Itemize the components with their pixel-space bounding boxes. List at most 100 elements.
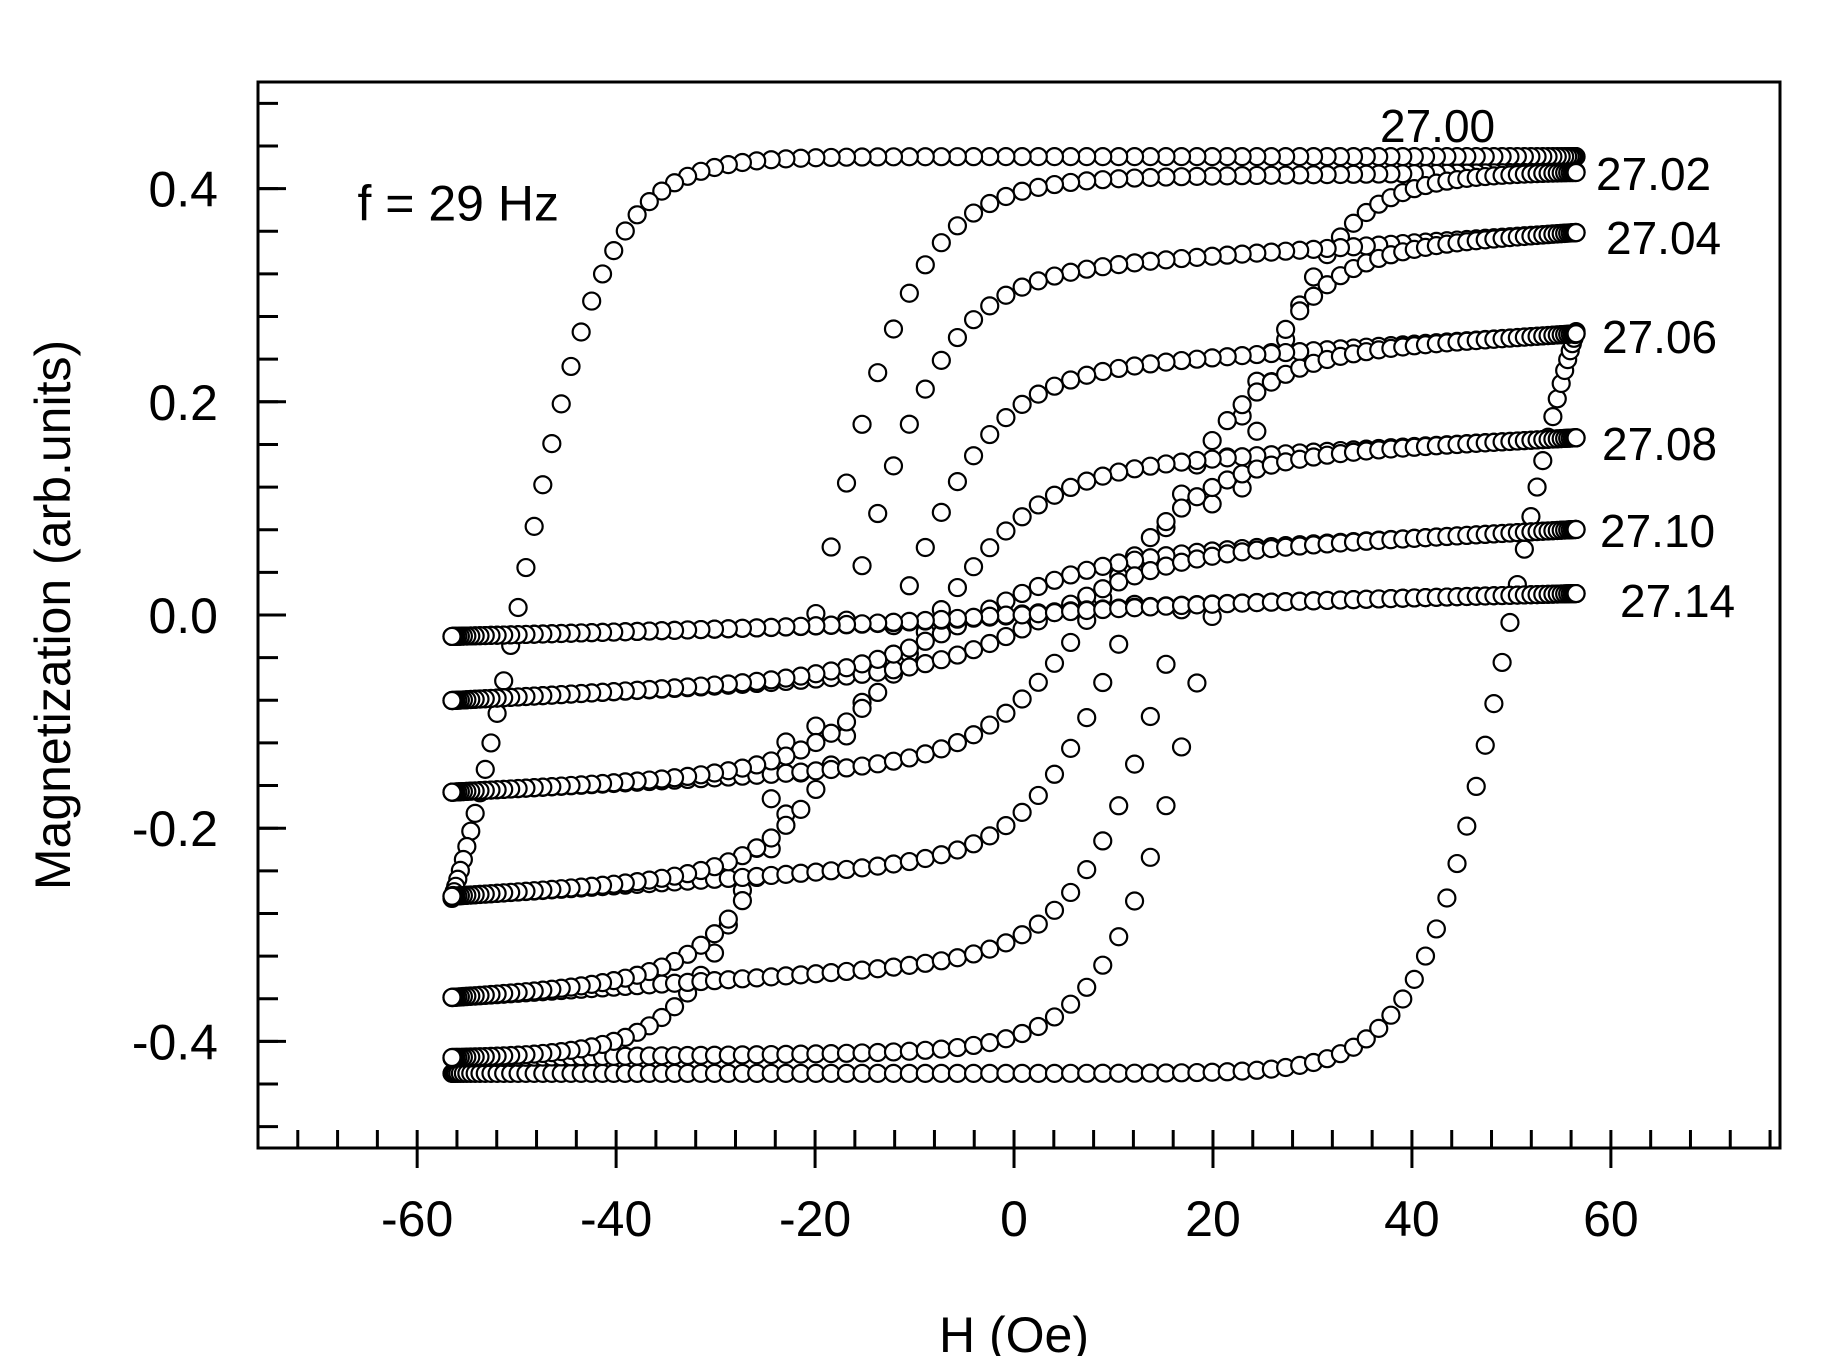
data-point [481,733,501,753]
series-label-27-00: 27.00 [1380,100,1495,152]
data-point [1124,253,1145,273]
data-point [1566,428,1586,448]
data-point [1093,831,1113,851]
data-point [1012,394,1032,414]
data-point [1028,914,1048,934]
data-point [1232,395,1252,415]
data-point [915,537,935,558]
data-point [836,859,857,880]
data-point [1044,1063,1065,1083]
data-point [1140,561,1160,581]
data-point [1356,1029,1376,1049]
x-axis-label: H (Oe) [939,1307,1089,1356]
series-27.06 [442,324,1586,906]
data-point [1124,598,1145,618]
data-points [442,147,1586,1083]
x-tick-label: 40 [1384,1191,1440,1247]
data-point [899,283,919,303]
data-point [1109,796,1129,816]
data-point [883,612,904,632]
data-point [1093,599,1113,620]
data-point [980,147,1000,167]
data-point [1492,652,1512,673]
data-point [915,1040,935,1060]
data-point [761,828,781,848]
data-point [915,848,935,869]
data-point [1202,430,1222,451]
data-point [592,264,613,284]
data-point [883,456,904,476]
data-point [1077,259,1097,279]
data-point [1303,286,1324,306]
data-point [1109,927,1129,947]
data-point [1140,456,1160,476]
data-point [852,556,872,576]
data-point [1527,477,1547,497]
series-labels: 27.00 27.02 27.04 27.06 27.08 27.10 27.14 [1380,100,1735,627]
data-point [1124,1063,1145,1083]
data-point [1124,356,1145,376]
data-point [931,951,951,971]
data-point [915,654,935,674]
data-point [1187,487,1207,507]
data-point [980,715,1000,735]
data-point [836,961,857,982]
data-point [915,744,935,764]
data-point [1369,1018,1389,1038]
data-point [465,803,485,823]
data-point [963,446,984,466]
data-point [996,626,1016,647]
data-point [1140,354,1160,374]
series-label-27-10: 27.10 [1600,505,1715,557]
data-point [996,408,1016,428]
data-point [1124,550,1145,570]
data-point [931,1039,951,1059]
data-point [899,748,919,768]
data-point [776,815,796,835]
data-point [442,1047,462,1068]
data-point [1156,167,1176,187]
data-point [442,987,462,1007]
data-point [615,221,635,241]
data-point [1077,560,1097,580]
data-point [1217,411,1237,431]
data-point [1171,737,1192,757]
series-27.00 [442,147,1586,1083]
data-point [791,799,811,819]
data-point [1457,816,1477,836]
data-point [821,723,841,743]
data-point [1012,583,1032,604]
series-27.10 [442,519,1586,711]
data-point [704,924,725,944]
data-point [963,1035,984,1056]
data-point [1140,597,1160,617]
data-point [947,1063,968,1083]
data-point [915,631,935,651]
data-point [542,433,562,454]
data-point [561,356,581,377]
data-point [1028,1016,1048,1037]
data-point [852,698,872,718]
data-point [1124,754,1145,774]
data-point [1140,147,1160,167]
data-point [1276,319,1296,339]
data-point [931,502,951,522]
data-point [947,216,968,236]
data-point [1171,452,1192,472]
series-label-27-06: 27.06 [1602,311,1717,363]
data-point [836,658,857,678]
data-point [947,948,968,968]
y-tick-label: -0.2 [132,801,218,857]
data-point [1044,1007,1065,1027]
data-point [883,1042,904,1062]
data-point [1077,600,1097,621]
data-point [1343,213,1364,233]
data-point [1156,512,1176,532]
data-point [1109,255,1129,275]
data-point [1028,785,1048,806]
data-point [806,732,826,753]
data-point [899,147,919,167]
data-point [1028,271,1048,291]
data-point [1415,946,1436,966]
